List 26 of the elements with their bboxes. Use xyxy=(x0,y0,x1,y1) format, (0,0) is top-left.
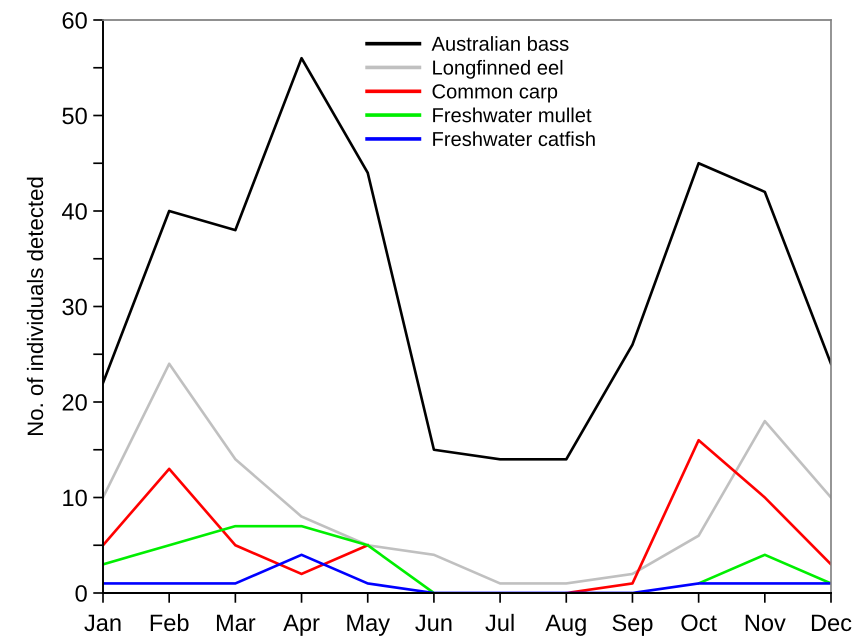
y-tick-label: 10 xyxy=(63,490,87,506)
x-tick-label: May xyxy=(347,614,390,636)
x-tick-label: Apr xyxy=(283,614,320,636)
x-tick-label: Dec xyxy=(812,614,852,632)
y-tick-label: 60 xyxy=(62,12,87,29)
legend-label: Australian bass xyxy=(432,36,568,51)
legend-label: Longfinned eel xyxy=(433,60,562,79)
x-tick-label: Aug xyxy=(545,614,586,636)
y-tick-label: 40 xyxy=(62,203,87,220)
x-tick-label: Sep xyxy=(612,614,652,636)
x-tick-label: Feb xyxy=(150,614,189,632)
y-tick-label: 20 xyxy=(62,394,87,411)
x-tick-label: Nov xyxy=(746,614,786,632)
x-tick-label: Jan xyxy=(84,614,121,632)
line-series xyxy=(103,362,831,585)
x-tick-label: Jun xyxy=(415,614,452,632)
x-tick-label: Mar xyxy=(216,614,256,632)
legend-label: Freshwater catfish xyxy=(433,131,595,146)
y-tick-label: 50 xyxy=(62,108,87,124)
y-tick-label: 30 xyxy=(62,298,87,316)
legend-label: Common carp xyxy=(432,84,558,102)
legend-label: Freshwater mullet xyxy=(433,108,592,122)
x-tick-label: Jul xyxy=(485,614,514,632)
x-tick-label: Oct xyxy=(681,614,717,632)
y-tick-label: 0 xyxy=(76,585,87,602)
y-axis-title: No. of individuals detected xyxy=(26,178,44,435)
